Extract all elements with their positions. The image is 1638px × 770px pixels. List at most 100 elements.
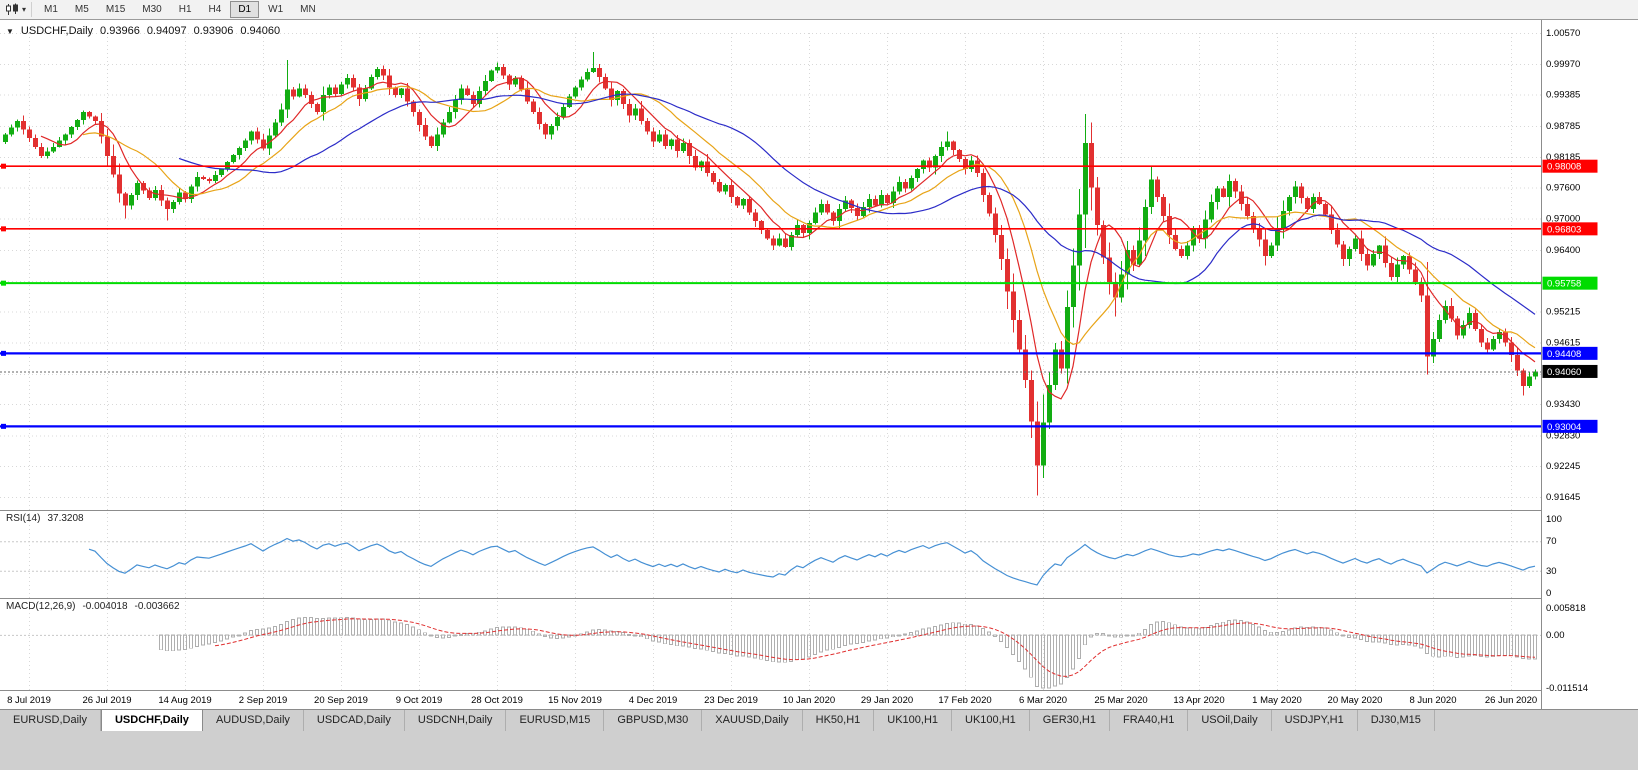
y-axis-tick-label: 0.97000 [1546,214,1580,225]
tab-audusd-daily[interactable]: AUDUSD,Daily [203,710,304,731]
macd-bar [165,634,169,652]
macd-bar [819,634,823,653]
ma-line-sma-fast [40,77,1536,400]
candle-body [789,235,794,248]
tab-uk100-h1[interactable]: UK100,H1 [952,710,1030,731]
candle-body [1449,305,1454,319]
macd-bar [1269,631,1273,636]
tab-usoil-daily[interactable]: USOil,Daily [1188,710,1272,731]
candle-body [1335,230,1340,245]
candle-body [495,66,500,71]
macd-bar [1365,634,1369,642]
pane-separators[interactable] [0,510,1638,691]
horizontal-lines[interactable] [0,163,1541,429]
tab-usdcad-daily[interactable]: USDCAD,Daily [304,710,405,731]
chart-type-button[interactable]: ▾ [3,2,33,17]
tab-usdjpy-h1[interactable]: USDJPY,H1 [1272,710,1358,731]
candle-body [1173,235,1178,249]
macd-bar [471,632,475,636]
macd-bar [933,626,937,636]
tab-fra40-h1[interactable]: FRA40,H1 [1110,710,1189,731]
price-axis[interactable]: 1.00570 0.99970 0.99385 0.98785 0.98185 0.976… [1541,20,1638,709]
candle-body [1011,291,1016,320]
price-tag-label: 0.93004 [1547,422,1581,433]
candle-body [723,184,728,192]
macd-bar [735,634,739,657]
timeframe-button-h4[interactable]: H4 [201,1,230,18]
tab-ger30-h1[interactable]: GER30,H1 [1030,710,1110,731]
macd-bar [357,618,361,636]
candle-body [627,104,632,116]
macd-bar [813,634,817,655]
candle-body [543,123,548,135]
macd-bar [189,634,193,649]
tab-usdchf-daily[interactable]: USDCHF,Daily [100,710,203,731]
candle-body [531,101,536,113]
timeframe-button-m30[interactable]: M30 [134,1,169,18]
candle-body [561,106,566,118]
tab-eurusd-daily[interactable]: EURUSD,Daily [0,710,101,731]
candle-body [855,208,860,217]
timeframe-button-w1[interactable]: W1 [260,1,291,18]
macd-bar [531,630,535,636]
candle-body [93,116,98,121]
candle-body [927,160,932,168]
time-axis-labels[interactable]: 8 Jul 2019 26 Jul 2019 14 Aug 2019 2 Sep 20… [7,695,1537,706]
macd-bar [1485,634,1489,658]
candle-body [945,141,950,147]
chart-canvas[interactable]: 1.00570 0.99970 0.99385 0.98785 0.98185 0.976… [0,20,1638,709]
macd-bar [957,622,961,636]
candle-body [1107,257,1112,283]
macd-bar [717,634,721,654]
x-axis-date-label: 2 Sep 2019 [239,695,288,706]
tab-uk100-h1[interactable]: UK100,H1 [874,710,953,731]
macd-axis-label: -0.011514 [1546,683,1588,694]
candle-body [1419,282,1424,296]
tab-xauusd-daily[interactable]: XAUUSD,Daily [702,710,803,731]
timeframe-button-m1[interactable]: M1 [36,1,66,18]
timeframe-button-m5[interactable]: M5 [67,1,97,18]
macd-bar [1497,634,1501,657]
candle-body [633,108,638,116]
macd-bar [267,627,271,636]
price-tag-label: 0.94060 [1547,367,1581,378]
candle-body [909,178,914,189]
y-axis-tick-label: 0.95215 [1546,306,1580,317]
timeframe-button-d1[interactable]: D1 [230,1,260,18]
line-handle [1,226,6,232]
candle-body [387,75,392,88]
y-axis-tick-label: 0.92245 [1546,461,1580,472]
macd-bar [297,617,301,636]
macd-bar [309,617,313,636]
macd-bar [441,634,445,639]
macd-bar [915,630,919,636]
candle-body [117,174,122,194]
macd-bar [771,634,775,663]
timeframe-button-m15[interactable]: M15 [98,1,133,18]
timeframe-button-h1[interactable]: H1 [171,1,200,18]
rsi-line [88,537,1536,586]
candle-body [1347,248,1352,260]
price-tag [1542,419,1598,433]
candle-body [603,77,608,89]
candle-body [741,198,746,206]
candle-body [165,200,170,210]
timeframe-button-mn[interactable]: MN [292,1,324,18]
line-handle [1,423,6,429]
tab-dj30-m15[interactable]: DJ30,M15 [1358,710,1435,731]
candle-body [15,120,20,128]
tab-hk50-h1[interactable]: HK50,H1 [803,710,875,731]
macd-bar [1461,634,1465,658]
macd-bar [825,634,829,651]
candle-body [1461,325,1466,336]
x-axis-date-label: 26 Jun 2020 [1485,695,1537,706]
macd-bar [1263,629,1267,636]
macd-bar [789,634,793,662]
macd-bar [1479,634,1483,657]
macd-bar [885,634,889,639]
candle-body [1503,331,1508,343]
tab-gbpusd-m30[interactable]: GBPUSD,M30 [604,710,703,731]
tab-usdcnh-daily[interactable]: USDCNH,Daily [405,710,507,731]
macd-bar [663,634,667,645]
tab-eurusd-m15[interactable]: EURUSD,M15 [506,710,605,731]
